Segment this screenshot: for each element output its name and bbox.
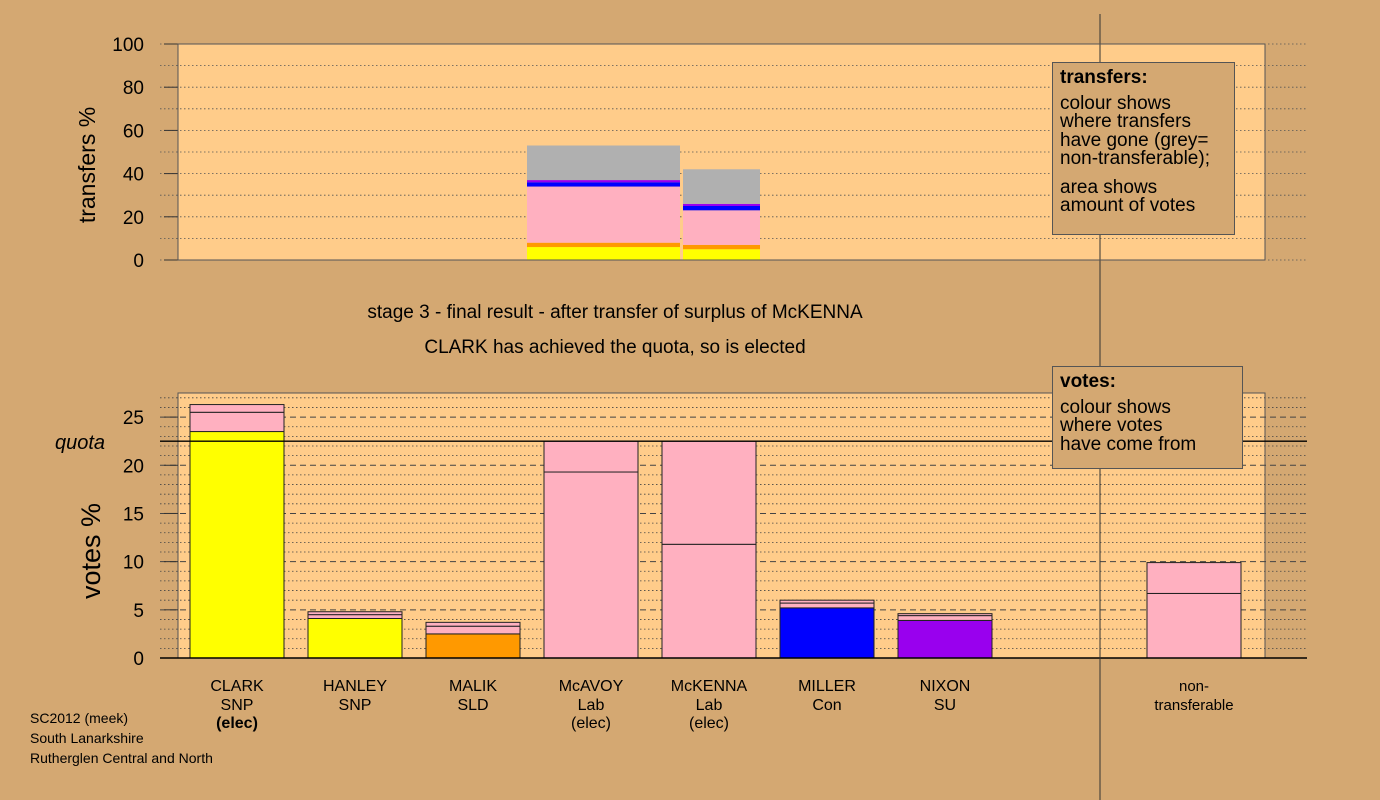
votes-y-tick-label: 15 — [123, 504, 144, 525]
transfers-bar-segment — [527, 180, 680, 183]
footer-line: South Lanarkshire — [30, 730, 144, 746]
footer: SC2012 (meek) South Lanarkshire Ruthergl… — [30, 708, 213, 768]
transfers-legend-title: transfers: — [1060, 67, 1148, 88]
candidate-party-label: SNP — [339, 697, 372, 714]
transfers-bar-segment — [683, 249, 760, 260]
votes-bar-segment — [425, 633, 521, 659]
legend-line: have gone (grey= — [1060, 129, 1209, 151]
transfers-bar-segment — [527, 182, 680, 187]
legend-line: where votes — [1060, 415, 1163, 436]
transfers-bar-segment — [527, 247, 680, 260]
legend-line: where transfers — [1060, 111, 1191, 132]
transfers-legend: transfers: colour shows where transfers … — [1052, 62, 1235, 235]
legend-line: area shows — [1060, 176, 1158, 198]
transfers-bar-segment — [683, 206, 760, 211]
votes-bar-segment — [425, 621, 521, 627]
transfers-y-tick-label: 100 — [112, 35, 144, 56]
votes-y-tick-label: 5 — [133, 601, 144, 622]
votes-bar-segment — [425, 625, 521, 635]
votes-bar-segment — [779, 602, 875, 609]
candidate-party-label: SLD — [457, 697, 488, 714]
candidate-name-label: MALIK — [449, 678, 497, 695]
transfers-y-tick-label: 40 — [123, 165, 144, 186]
transfers-plot-border — [177, 43, 1266, 261]
transfers-bar-segment — [683, 203, 760, 206]
legend-line: have come from — [1060, 433, 1197, 455]
candidate-party-label: Con — [812, 697, 841, 714]
transfers-bar-segment — [527, 145, 680, 181]
transfers-bar-segment — [683, 244, 760, 250]
votes-legend: votes: colour shows where votes have com… — [1052, 366, 1243, 469]
transfers-bar-segment — [683, 169, 760, 204]
votes-bar-segment — [307, 617, 403, 659]
legend-line: colour shows — [1060, 396, 1171, 418]
votes-bar-segment — [189, 404, 285, 413]
votes-y-tick-label: 25 — [123, 408, 144, 429]
result-caption: CLARK has achieved the quota, so is elec… — [424, 337, 806, 358]
votes-bar-segment — [897, 619, 993, 659]
candidate-party-label: SU — [934, 697, 956, 714]
stage-caption: stage 3 - final result - after transfer … — [367, 302, 863, 323]
candidate-party-label: transferable — [1154, 697, 1233, 714]
transfers-y-tick-label: 60 — [123, 121, 144, 142]
votes-bar-segment — [661, 440, 757, 545]
candidate-party-label: Lab — [696, 697, 723, 714]
votes-y-tick-label: 10 — [123, 553, 144, 574]
votes-bar-segment — [661, 543, 757, 659]
footer-line: Rutherglen Central and North — [30, 750, 213, 766]
votes-bar-segment — [1146, 562, 1242, 594]
candidate-status-label: (elec) — [689, 715, 729, 732]
votes-bar-segment — [1146, 592, 1242, 659]
candidate-party-label: SNP — [221, 697, 254, 714]
votes-axis-label: votes % — [76, 503, 106, 599]
votes-bar-segment — [779, 607, 875, 659]
quota-label: quota — [55, 432, 105, 454]
votes-bar-segment — [307, 611, 403, 616]
candidate-name-label: MILLER — [798, 678, 856, 695]
candidate-name-label: McKENNA — [671, 678, 748, 695]
votes-bar-segment — [897, 613, 993, 617]
votes-bar-segment — [543, 440, 639, 473]
candidate-status-label: (elec) — [216, 715, 258, 732]
transfers-y-tick-label: 80 — [123, 78, 144, 99]
votes-bar-segment — [189, 431, 285, 659]
transfers-bar-segment — [527, 186, 680, 243]
legend-line: non-transferable); — [1060, 148, 1210, 169]
transfers-axis-label: transfers % — [74, 107, 100, 223]
votes-bar-segment — [189, 411, 285, 433]
votes-bar-segment — [897, 615, 993, 621]
votes-bar-segment — [779, 599, 875, 604]
candidate-name-label: HANLEY — [323, 678, 387, 695]
candidate-name-label: NIXON — [920, 678, 971, 695]
legend-line: colour shows — [1060, 92, 1171, 114]
votes-bar-segment — [543, 471, 639, 659]
votes-bar-segment — [307, 614, 403, 619]
candidate-name-label: CLARK — [210, 678, 264, 695]
candidate-party-label: Lab — [578, 697, 605, 714]
transfers-y-tick-label: 20 — [123, 208, 144, 229]
votes-y-tick-label: 20 — [123, 456, 144, 477]
candidate-name-label: McAVOY — [559, 678, 624, 695]
candidate-name-label: non- — [1179, 678, 1209, 695]
votes-legend-title: votes: — [1060, 371, 1116, 392]
transfers-bar-segment — [683, 210, 760, 245]
footer-line: SC2012 (meek) — [30, 710, 129, 726]
votes-y-tick-label: 0 — [133, 649, 144, 670]
transfers-y-tick-label: 0 — [133, 251, 144, 272]
candidate-status-label: (elec) — [571, 715, 611, 732]
transfers-bar-segment — [527, 242, 680, 248]
legend-line: amount of votes — [1060, 195, 1196, 216]
